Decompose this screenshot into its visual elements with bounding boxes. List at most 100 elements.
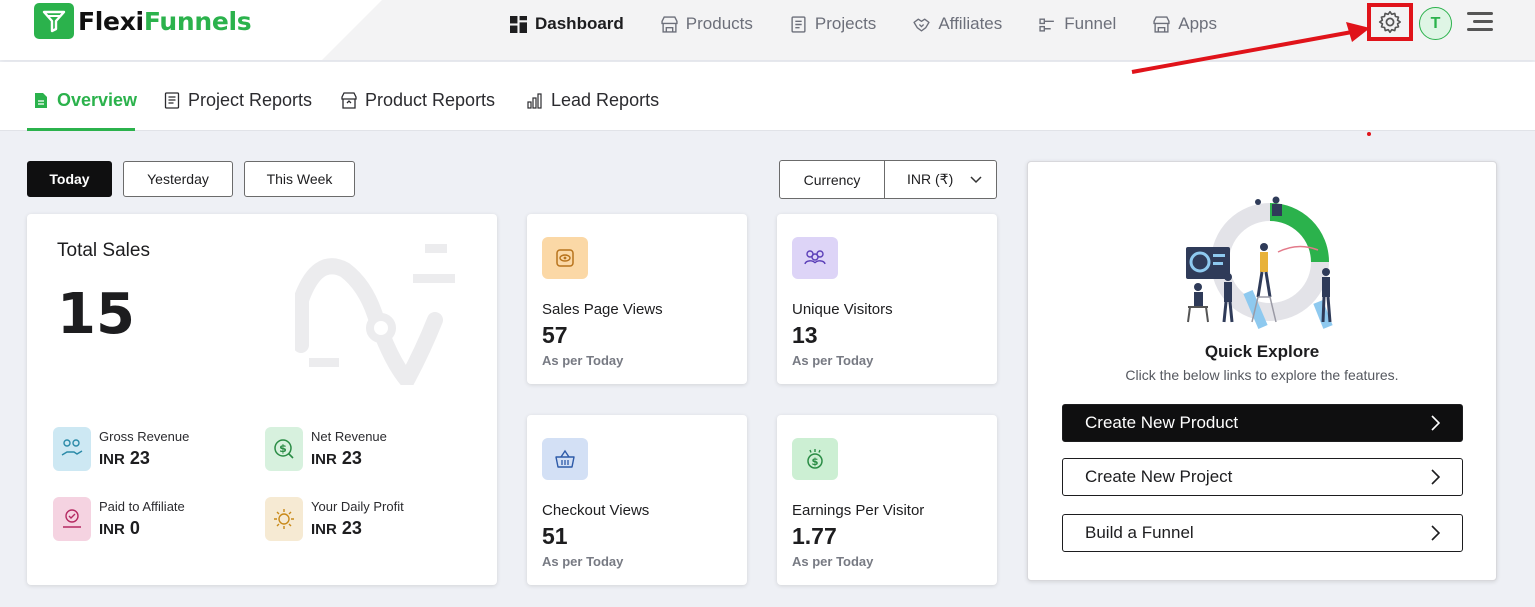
quick-explore-title: Quick Explore [1204,342,1320,361]
currency-label: Currency [780,161,885,198]
sales-page-views-card: Sales Page Views 57 As per Today [527,214,747,384]
daily-profit-value: 23 [341,518,362,538]
total-sales-title: Total Sales [57,240,150,261]
daily-profit-currency: INR [311,521,337,538]
tab-product-reports[interactable]: Product Reports [341,90,495,111]
create-new-project-label: Create New Project [1085,467,1233,486]
tab-lead-reports-label: Lead Reports [551,90,660,110]
filter-this-week-button[interactable]: This Week [244,161,355,197]
nav-apps-label: Apps [1178,14,1217,33]
revenue-hand-icon [53,427,91,471]
build-a-funnel-label: Build a Funnel [1085,523,1194,542]
store-icon [341,92,357,109]
stat-label: Sales Page Views [542,301,663,318]
nav-affiliates[interactable]: Affiliates [913,12,1002,36]
paid-to-affiliate-currency: INR [99,521,125,538]
store-icon [661,15,678,33]
nav-products-label: Products [685,14,753,33]
stat-label: Unique Visitors [792,301,893,318]
filter-yesterday-button[interactable]: Yesterday [123,161,233,197]
user-avatar[interactable]: T [1419,7,1452,40]
nav-projects[interactable]: Projects [790,12,876,36]
sales-graph-watermark-icon [295,244,455,385]
unique-visitors-card: Unique Visitors 13 As per Today [777,214,997,384]
stat-value: 57 [542,322,568,348]
gross-revenue-metric: Gross Revenue INR 23 [53,427,189,471]
top-navbar: FlexiFunnels Dashboard Products Projects… [0,0,1535,60]
sun-icon [265,497,303,541]
analytics-team-illustration [1186,196,1333,329]
currency-dropdown[interactable]: INR (₹) [885,161,996,198]
handshake-icon [913,17,930,32]
total-sales-value: 15 [57,282,135,347]
quick-explore-card: Quick Explore Click the below links to e… [1027,161,1497,581]
earnings-per-visitor-card: $ Earnings Per Visitor 1.77 As per Today [777,415,997,585]
currency-value: INR (₹) [907,171,954,187]
brand-logo[interactable]: FlexiFunnels [34,3,252,39]
gross-revenue-currency: INR [99,451,125,468]
total-sales-card: Total Sales 15 Gross Revenue INR 23 $ Ne… [27,214,497,585]
paid-to-affiliate-metric: Paid to Affiliate INR 0 [53,497,185,541]
main-nav: Dashboard Products Projects Affiliates F… [510,12,1254,36]
tab-product-reports-label: Product Reports [365,90,496,110]
basket-icon [542,438,588,480]
chevron-down-icon [970,175,982,183]
stat-period: As per Today [542,554,624,569]
dashboard-grid-icon [510,15,527,33]
bar-chart-icon [527,93,542,109]
gear-icon[interactable] [1377,9,1403,35]
net-revenue-currency: INR [311,451,337,468]
tab-lead-reports[interactable]: Lead Reports [527,90,659,111]
nav-affiliates-label: Affiliates [938,14,1003,33]
net-revenue-metric: $ Net Revenue INR 23 [265,427,387,471]
create-new-product-button[interactable]: Create New Product [1062,404,1463,442]
nav-dashboard[interactable]: Dashboard [510,12,624,36]
create-new-project-button[interactable]: Create New Project [1062,458,1463,496]
dollar-coin-icon: $ [265,427,303,471]
net-revenue-label: Net Revenue [311,429,387,444]
stat-value: 1.77 [792,523,837,549]
gross-revenue-value: 23 [129,448,150,468]
chevron-right-icon [1431,469,1440,485]
document-filled-icon [35,93,47,108]
brand-name: FlexiFunnels [78,6,252,36]
nav-funnel-label: Funnel [1064,14,1117,33]
create-new-product-label: Create New Product [1085,413,1239,432]
chevron-right-icon [1431,525,1440,541]
stat-period: As per Today [792,353,874,368]
net-revenue-value: 23 [341,448,362,468]
store-icon [1153,15,1170,33]
gross-revenue-label: Gross Revenue [99,429,190,444]
stat-period: As per Today [792,554,874,569]
svg-text:$: $ [812,457,819,468]
tab-project-reports-label: Project Reports [188,90,313,110]
funnel-icon [1039,17,1055,32]
eye-icon [542,237,588,279]
currency-selector: Currency INR (₹) [779,160,997,199]
users-icon [792,237,838,279]
hamburger-icon[interactable] [1465,11,1493,33]
daily-profit-label: Your Daily Profit [311,499,404,514]
filter-today-button[interactable]: Today [27,161,112,197]
nav-dashboard-label: Dashboard [535,14,624,33]
paid-to-affiliate-value: 0 [129,518,140,538]
quick-explore-subtitle: Click the below links to explore the fea… [1125,367,1399,383]
build-a-funnel-button[interactable]: Build a Funnel [1062,514,1463,552]
svg-text:$: $ [279,442,287,455]
nav-funnel[interactable]: Funnel [1039,12,1116,36]
daily-profit-metric: Your Daily Profit INR 23 [265,497,404,541]
dollar-coin-icon: $ [792,438,838,480]
affiliate-payment-icon [53,497,91,541]
report-tabs: Overview Project Reports Product Reports… [0,62,1535,131]
stat-value: 13 [792,322,818,348]
tab-project-reports[interactable]: Project Reports [164,90,312,111]
active-tab-indicator [27,128,135,131]
nav-apps[interactable]: Apps [1153,12,1217,36]
tab-overview[interactable]: Overview [33,90,137,111]
document-icon [164,92,180,109]
checkout-views-card: Checkout Views 51 As per Today [527,415,747,585]
nav-products[interactable]: Products [661,12,753,36]
paid-to-affiliate-label: Paid to Affiliate [99,499,185,514]
document-icon [791,15,806,33]
tab-overview-label: Overview [57,90,138,110]
